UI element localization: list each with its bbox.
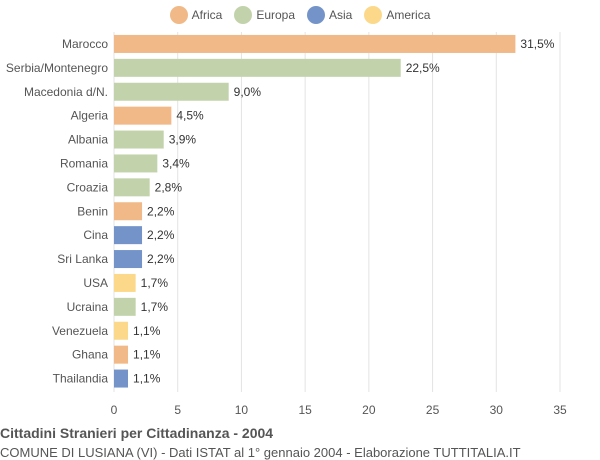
bar <box>114 321 129 340</box>
value-label: 2,2% <box>147 204 175 218</box>
category-label: Sri Lanka <box>57 252 108 266</box>
x-tick-label: 25 <box>426 403 440 417</box>
bar <box>114 297 136 316</box>
bar <box>114 250 143 269</box>
legend-item-africa: Africa <box>169 6 223 24</box>
legend-swatch <box>234 6 253 24</box>
value-label: 1,1% <box>133 324 161 338</box>
chart-title: Cittadini Stranieri per Cittadinanza - 2… <box>0 425 274 441</box>
legend-label: Asia <box>329 8 353 22</box>
bar <box>114 130 164 149</box>
category-label: Venezuela <box>52 324 108 338</box>
value-label: 1,7% <box>141 300 169 314</box>
x-tick-label: 35 <box>553 403 567 417</box>
chart-legend: Africa Europa Asia America <box>0 6 600 24</box>
value-label: 1,7% <box>141 276 169 290</box>
category-label: Croazia <box>67 180 109 194</box>
bar <box>114 106 172 125</box>
legend-label: Europa <box>256 8 296 22</box>
value-label: 2,8% <box>155 180 183 194</box>
bar <box>114 58 401 77</box>
bar <box>114 154 158 173</box>
x-tick-label: 5 <box>174 403 181 417</box>
x-tick-label: 30 <box>490 403 504 417</box>
category-label: Cina <box>83 228 108 242</box>
legend-swatch <box>364 6 383 24</box>
category-label: Serbia/Montenegro <box>6 61 108 75</box>
category-label: Algeria <box>71 109 109 123</box>
x-tick-label: 15 <box>298 403 312 417</box>
value-label: 3,9% <box>169 133 197 147</box>
category-label: Ghana <box>72 348 108 362</box>
category-label: USA <box>83 276 108 290</box>
bar <box>114 226 143 245</box>
legend-swatch <box>307 6 326 24</box>
value-label: 1,1% <box>133 372 161 386</box>
bar <box>114 34 516 53</box>
bar <box>114 345 129 364</box>
x-tick-label: 10 <box>235 403 249 417</box>
category-label: Marocco <box>62 37 108 51</box>
bar <box>114 82 229 101</box>
category-label: Romania <box>60 156 108 170</box>
value-label: 2,2% <box>147 228 175 242</box>
category-label: Ucraina <box>67 300 109 314</box>
bar <box>114 178 150 197</box>
value-label: 2,2% <box>147 252 175 266</box>
legend-item-asia: Asia <box>307 6 352 24</box>
chart-subtitle: COMUNE DI LUSIANA (VI) - Dati ISTAT al 1… <box>0 445 521 460</box>
value-label: 22,5% <box>406 61 440 75</box>
x-tick-label: 0 <box>111 403 118 417</box>
category-label: Albania <box>68 133 108 147</box>
value-label: 3,4% <box>162 156 190 170</box>
value-label: 1,1% <box>133 348 161 362</box>
category-label: Macedonia d/N. <box>24 85 108 99</box>
category-label: Benin <box>77 204 108 218</box>
value-label: 4,5% <box>176 109 204 123</box>
bar <box>114 202 143 221</box>
value-label: 31,5% <box>520 37 554 51</box>
legend-item-america: America <box>364 6 430 24</box>
legend-label: Africa <box>191 8 223 22</box>
legend-swatch <box>169 6 188 24</box>
legend-item-europa: Europa <box>234 6 295 24</box>
value-label: 9,0% <box>234 85 262 99</box>
x-tick-label: 20 <box>362 403 376 417</box>
bar <box>114 369 129 388</box>
bar <box>114 273 136 292</box>
category-label: Thailandia <box>53 372 109 386</box>
bar-chart: 0 5 10 15 20 25 30 35 Marocco 31,5% Serbia/Montene… <box>6 32 567 417</box>
legend-label: America <box>386 8 431 22</box>
